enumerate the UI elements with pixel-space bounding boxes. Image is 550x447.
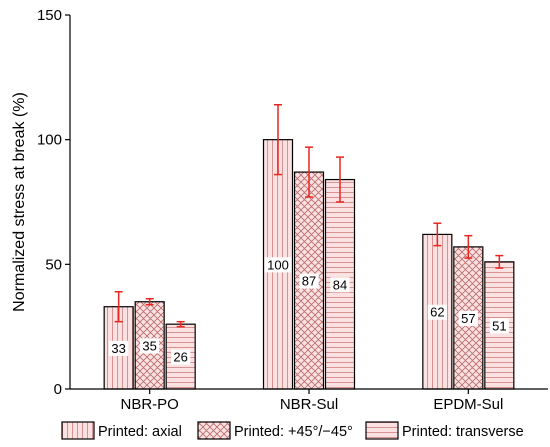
- data-label: 33: [111, 341, 125, 356]
- data-label-background: [140, 338, 160, 354]
- data-label: 35: [142, 338, 156, 353]
- legend-swatch: [365, 421, 399, 440]
- data-label-background: [489, 318, 509, 334]
- data-label: 100: [267, 257, 289, 272]
- data-label-background: [458, 310, 478, 326]
- data-label-background: [299, 273, 319, 289]
- data-label: 57: [461, 311, 475, 326]
- y-tick-label: 150: [37, 7, 62, 24]
- data-label-background: [427, 304, 447, 320]
- data-label: 84: [333, 277, 347, 292]
- legend-label: Printed: axial: [98, 424, 182, 440]
- legend: Printed: axial Printed: +45°/−45° Printed:…: [61, 421, 524, 440]
- data-label-background: [264, 257, 292, 273]
- data-label: 87: [302, 274, 316, 289]
- y-tick-label: 0: [54, 381, 62, 398]
- x-axis-ticks: NBR-PO NBR-Sul EPDM-Sul: [120, 389, 503, 413]
- plot-area: 33 35 26 100 87 84 62 57 51: [103, 104, 515, 390]
- x-tick-label: NBR-PO: [120, 396, 178, 413]
- legend-swatch: [61, 421, 95, 440]
- y-axis-title: Normalized stress at break (%): [11, 92, 28, 312]
- data-label: 51: [492, 318, 506, 333]
- data-label: 62: [430, 305, 444, 320]
- data-label: 26: [173, 350, 187, 365]
- y-axis-ticks: 0 50 100 150: [37, 7, 70, 398]
- legend-label: Printed: +45°/−45°: [234, 424, 353, 440]
- x-tick-label: NBR-Sul: [280, 396, 338, 413]
- data-label-background: [330, 277, 350, 293]
- y-tick-label: 100: [37, 132, 62, 149]
- data-label-background: [109, 340, 129, 356]
- x-tick-label: EPDM-Sul: [433, 396, 503, 413]
- y-tick-label: 50: [45, 256, 62, 273]
- legend-swatch: [197, 421, 231, 440]
- legend-label: Printed: transverse: [402, 424, 524, 440]
- data-label-background: [171, 349, 191, 365]
